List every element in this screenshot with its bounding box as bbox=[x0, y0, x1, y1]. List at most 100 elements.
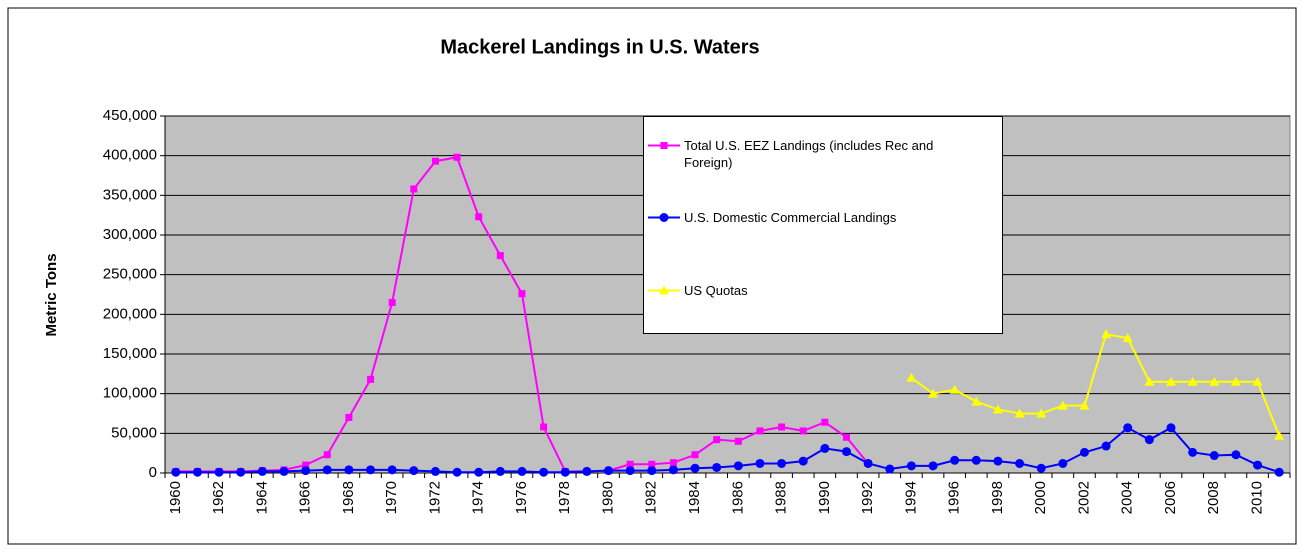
x-tick-label: 1960 bbox=[167, 481, 184, 514]
marker bbox=[1144, 376, 1155, 386]
marker bbox=[821, 418, 829, 426]
marker bbox=[1015, 458, 1025, 468]
marker bbox=[1079, 400, 1090, 410]
marker bbox=[798, 456, 808, 466]
x-tick-label: 1978 bbox=[556, 481, 573, 514]
marker bbox=[950, 455, 960, 465]
legend-swatch bbox=[648, 285, 680, 295]
marker bbox=[1101, 329, 1112, 339]
marker bbox=[756, 427, 764, 435]
x-tick-label: 1998 bbox=[989, 481, 1006, 514]
marker bbox=[1014, 408, 1025, 418]
marker bbox=[659, 285, 669, 295]
marker bbox=[1209, 376, 1220, 386]
marker bbox=[842, 433, 850, 441]
x-tick-label: 1982 bbox=[643, 481, 660, 514]
x-tick-label: 1966 bbox=[297, 481, 314, 514]
y-tick-label: 0 bbox=[149, 464, 157, 481]
marker bbox=[1036, 463, 1046, 473]
marker bbox=[971, 396, 982, 406]
marker bbox=[1230, 376, 1241, 386]
marker bbox=[971, 455, 981, 465]
y-tick-label: 400,000 bbox=[103, 147, 157, 164]
marker bbox=[192, 467, 202, 477]
marker bbox=[367, 375, 375, 383]
marker bbox=[992, 404, 1003, 414]
x-tick-label: 2010 bbox=[1249, 481, 1266, 514]
legend: Total U.S. EEZ Landings (includes Rec an… bbox=[643, 116, 1003, 334]
marker bbox=[906, 461, 916, 471]
marker bbox=[345, 413, 353, 421]
y-tick-label: 150,000 bbox=[103, 345, 157, 362]
marker bbox=[820, 443, 830, 453]
marker bbox=[648, 460, 656, 468]
legend-label: Total U.S. EEZ Landings (includes Rec an… bbox=[684, 138, 934, 170]
marker bbox=[712, 462, 722, 472]
marker bbox=[518, 290, 526, 298]
marker bbox=[733, 461, 743, 471]
marker bbox=[495, 466, 505, 476]
marker bbox=[1252, 376, 1263, 386]
marker bbox=[344, 465, 354, 475]
marker bbox=[993, 456, 1003, 466]
marker bbox=[517, 466, 527, 476]
marker bbox=[885, 464, 895, 474]
marker bbox=[659, 213, 669, 222]
x-tick-label: 1988 bbox=[773, 481, 790, 514]
marker bbox=[453, 153, 461, 161]
marker bbox=[257, 466, 267, 476]
marker bbox=[279, 466, 289, 476]
x-tick-label: 1962 bbox=[210, 481, 227, 514]
marker bbox=[301, 466, 311, 476]
marker bbox=[863, 458, 873, 468]
marker bbox=[1036, 408, 1047, 418]
marker bbox=[647, 466, 657, 476]
y-tick-label: 250,000 bbox=[103, 266, 157, 283]
x-tick-label: 1990 bbox=[816, 481, 833, 514]
marker bbox=[1253, 460, 1263, 470]
marker bbox=[452, 467, 462, 477]
marker bbox=[1166, 376, 1177, 386]
legend-swatch bbox=[648, 142, 680, 149]
marker bbox=[366, 465, 376, 475]
marker bbox=[660, 142, 668, 149]
marker bbox=[1058, 458, 1068, 468]
y-tick-label: 450,000 bbox=[103, 107, 157, 124]
x-tick-label: 1984 bbox=[686, 481, 703, 514]
legend-label: US Quotas bbox=[684, 283, 748, 298]
y-axis-label: Metric Tons bbox=[43, 253, 60, 336]
marker bbox=[949, 384, 960, 394]
x-tick-label: 1994 bbox=[902, 481, 919, 514]
x-tick-label: 1972 bbox=[426, 481, 443, 514]
legend-swatch bbox=[648, 213, 680, 222]
marker bbox=[214, 467, 224, 477]
marker bbox=[171, 467, 181, 477]
marker bbox=[431, 157, 439, 165]
marker bbox=[388, 298, 396, 306]
x-tick-label: 1976 bbox=[513, 481, 530, 514]
series-line bbox=[910, 333, 1281, 437]
marker bbox=[1166, 423, 1176, 433]
marker bbox=[474, 467, 484, 477]
marker bbox=[1101, 441, 1111, 451]
x-tick-label: 2000 bbox=[1032, 481, 1049, 514]
marker bbox=[1079, 447, 1089, 457]
marker bbox=[1144, 435, 1154, 445]
marker bbox=[777, 458, 787, 468]
marker bbox=[323, 451, 331, 459]
x-tick-label: 1964 bbox=[253, 481, 270, 514]
marker bbox=[539, 467, 549, 477]
marker bbox=[387, 465, 397, 475]
marker bbox=[322, 465, 332, 475]
marker bbox=[691, 451, 699, 459]
marker bbox=[799, 427, 807, 435]
marker bbox=[1057, 400, 1068, 410]
marker bbox=[1231, 450, 1241, 460]
marker bbox=[236, 467, 246, 477]
x-tick-label: 1970 bbox=[383, 481, 400, 514]
marker bbox=[928, 461, 938, 471]
marker bbox=[734, 437, 742, 445]
marker bbox=[560, 467, 570, 477]
marker bbox=[928, 388, 939, 398]
marker bbox=[410, 185, 418, 193]
